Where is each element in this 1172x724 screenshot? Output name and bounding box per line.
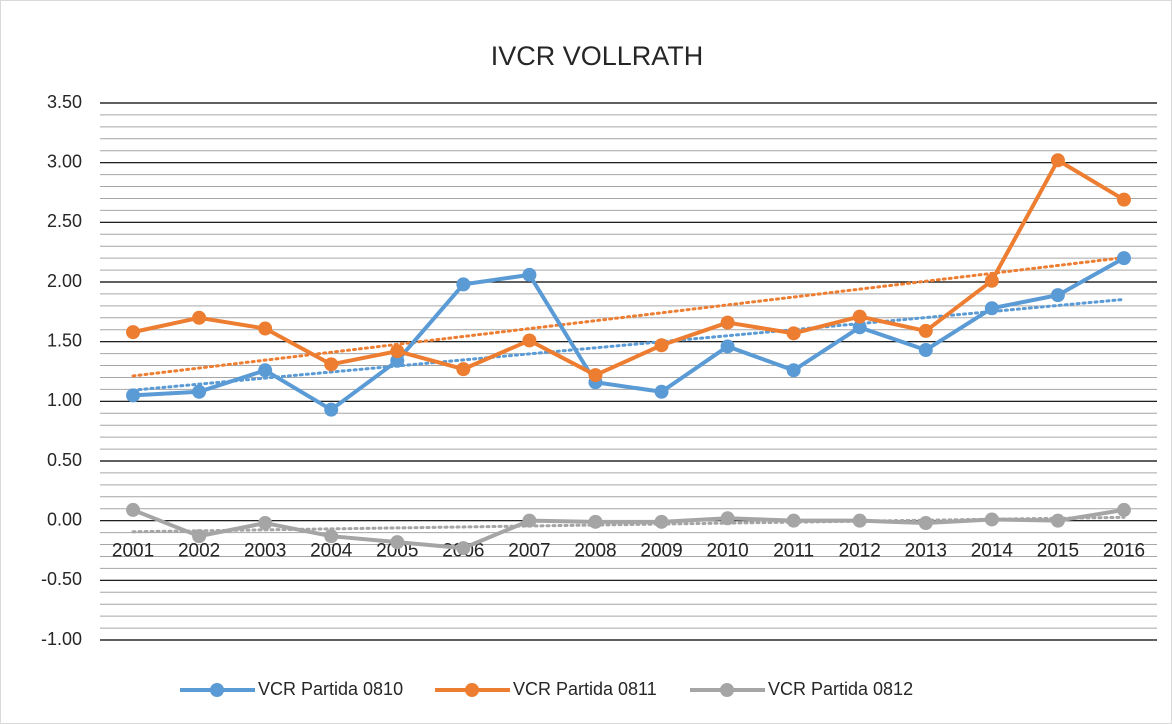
marker (1050, 288, 1065, 303)
y-tick-label: 0.00 (47, 509, 82, 529)
marker (456, 277, 471, 292)
x-tick-label: 2002 (178, 541, 220, 562)
x-tick-label: 2014 (971, 541, 1014, 562)
marker (390, 344, 405, 359)
y-tick-label: 1.50 (47, 330, 82, 350)
marker (984, 512, 999, 527)
marker (1116, 502, 1131, 517)
marker (522, 513, 537, 528)
marker (984, 273, 999, 288)
trendline (131, 297, 1126, 392)
marker (324, 402, 339, 417)
marker (456, 362, 471, 377)
marker (324, 529, 339, 544)
marker (192, 310, 207, 325)
chart-title: IVCR VOLLRATH (491, 41, 704, 71)
x-tick-label: 2012 (839, 541, 881, 562)
marker (918, 323, 933, 338)
marker (852, 309, 867, 324)
marker (258, 363, 273, 378)
y-tick-label: 3.00 (47, 151, 82, 171)
x-tick-label: 2015 (1037, 541, 1079, 562)
legend-marker (465, 683, 479, 697)
x-tick-label: 2016 (1103, 541, 1145, 562)
marker (786, 513, 801, 528)
marker (918, 516, 933, 531)
marker (258, 321, 273, 336)
marker (588, 514, 603, 529)
legend-label: VCR Partida 0812 (768, 679, 913, 699)
y-tick-label: 2.50 (47, 211, 82, 231)
marker (126, 388, 141, 403)
marker (588, 368, 603, 383)
series-line (132, 158, 1125, 378)
x-tick-label: 2003 (244, 541, 286, 562)
marker (192, 529, 207, 544)
marker (786, 326, 801, 341)
marker (1116, 192, 1131, 207)
y-tick-label: 1.00 (47, 390, 82, 410)
marker (1050, 153, 1065, 168)
legend-label: VCR Partida 0811 (513, 679, 657, 699)
trendline (131, 256, 1126, 378)
x-tick-label: 2009 (640, 541, 682, 562)
x-tick-label: 2011 (773, 541, 814, 562)
marker (720, 511, 735, 526)
marker (456, 541, 471, 556)
x-tick-label: 2013 (905, 541, 947, 562)
marker (126, 502, 141, 517)
x-tick-label: 2001 (112, 541, 154, 562)
marker (654, 384, 669, 399)
series-line (132, 507, 1125, 551)
y-tick-label: -1.00 (41, 629, 82, 649)
marker (126, 325, 141, 340)
marker (720, 315, 735, 330)
marker (852, 320, 867, 335)
x-tick-label: 2008 (574, 541, 616, 562)
marker (654, 338, 669, 353)
marker (192, 384, 207, 399)
marker (852, 513, 867, 528)
x-tick-label: 2007 (508, 541, 550, 562)
series-line (132, 256, 1125, 412)
marker (390, 535, 405, 550)
marker (1116, 251, 1131, 266)
marker (984, 301, 999, 316)
legend-marker (210, 683, 224, 697)
x-tick-label: 2005 (376, 541, 418, 562)
marker (522, 333, 537, 348)
x-tick-label: 2004 (310, 541, 353, 562)
y-tick-label: 2.00 (47, 271, 82, 291)
marker (720, 339, 735, 354)
marker (258, 516, 273, 531)
marker (522, 267, 537, 282)
y-tick-label: -0.50 (41, 569, 82, 589)
y-tick-label: 0.50 (47, 450, 82, 470)
marker (918, 343, 933, 358)
marker (786, 363, 801, 378)
legend-label: VCR Partida 0810 (258, 679, 403, 699)
marker (654, 514, 669, 529)
x-tick-label: 2010 (706, 541, 748, 562)
marker (324, 357, 339, 372)
marker (1050, 513, 1065, 528)
y-tick-label: 3.50 (47, 92, 82, 112)
legend-marker (720, 683, 734, 697)
